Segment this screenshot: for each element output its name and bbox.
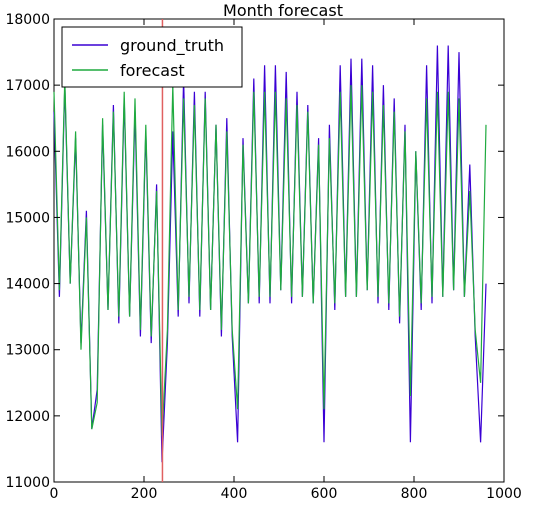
- legend: ground_truth forecast: [61, 26, 243, 88]
- y-tick-label: 11000: [5, 475, 50, 491]
- y-tick-label: 12000: [5, 409, 50, 425]
- y-tick-label: 16000: [5, 144, 50, 160]
- x-tick-label: 800: [401, 486, 428, 502]
- series-layer: [53, 45, 487, 463]
- legend-box: [61, 26, 243, 88]
- plot-area: [53, 18, 505, 483]
- y-tick-label: 17000: [5, 78, 50, 94]
- y-tick-label: 13000: [5, 343, 50, 359]
- x-tick-label: 0: [50, 486, 59, 502]
- y-tick-label: 15000: [5, 210, 50, 226]
- x-tick-label: 600: [311, 486, 338, 502]
- chart-title: Month forecast: [223, 1, 343, 20]
- y-tick-label: 18000: [5, 12, 50, 28]
- legend-label-forecast: forecast: [120, 61, 185, 80]
- tick-layer: 0 200 400 600 800 1000 11000 12000 13000 14000 150…: [5, 12, 521, 502]
- x-tick-label: 1000: [486, 486, 522, 502]
- y-tick-label: 14000: [5, 277, 50, 293]
- legend-label-ground_truth: ground_truth: [120, 36, 224, 56]
- series-line-forecast: [53, 78, 487, 436]
- x-tick-label: 200: [131, 486, 158, 502]
- x-tick-label: 400: [221, 486, 248, 502]
